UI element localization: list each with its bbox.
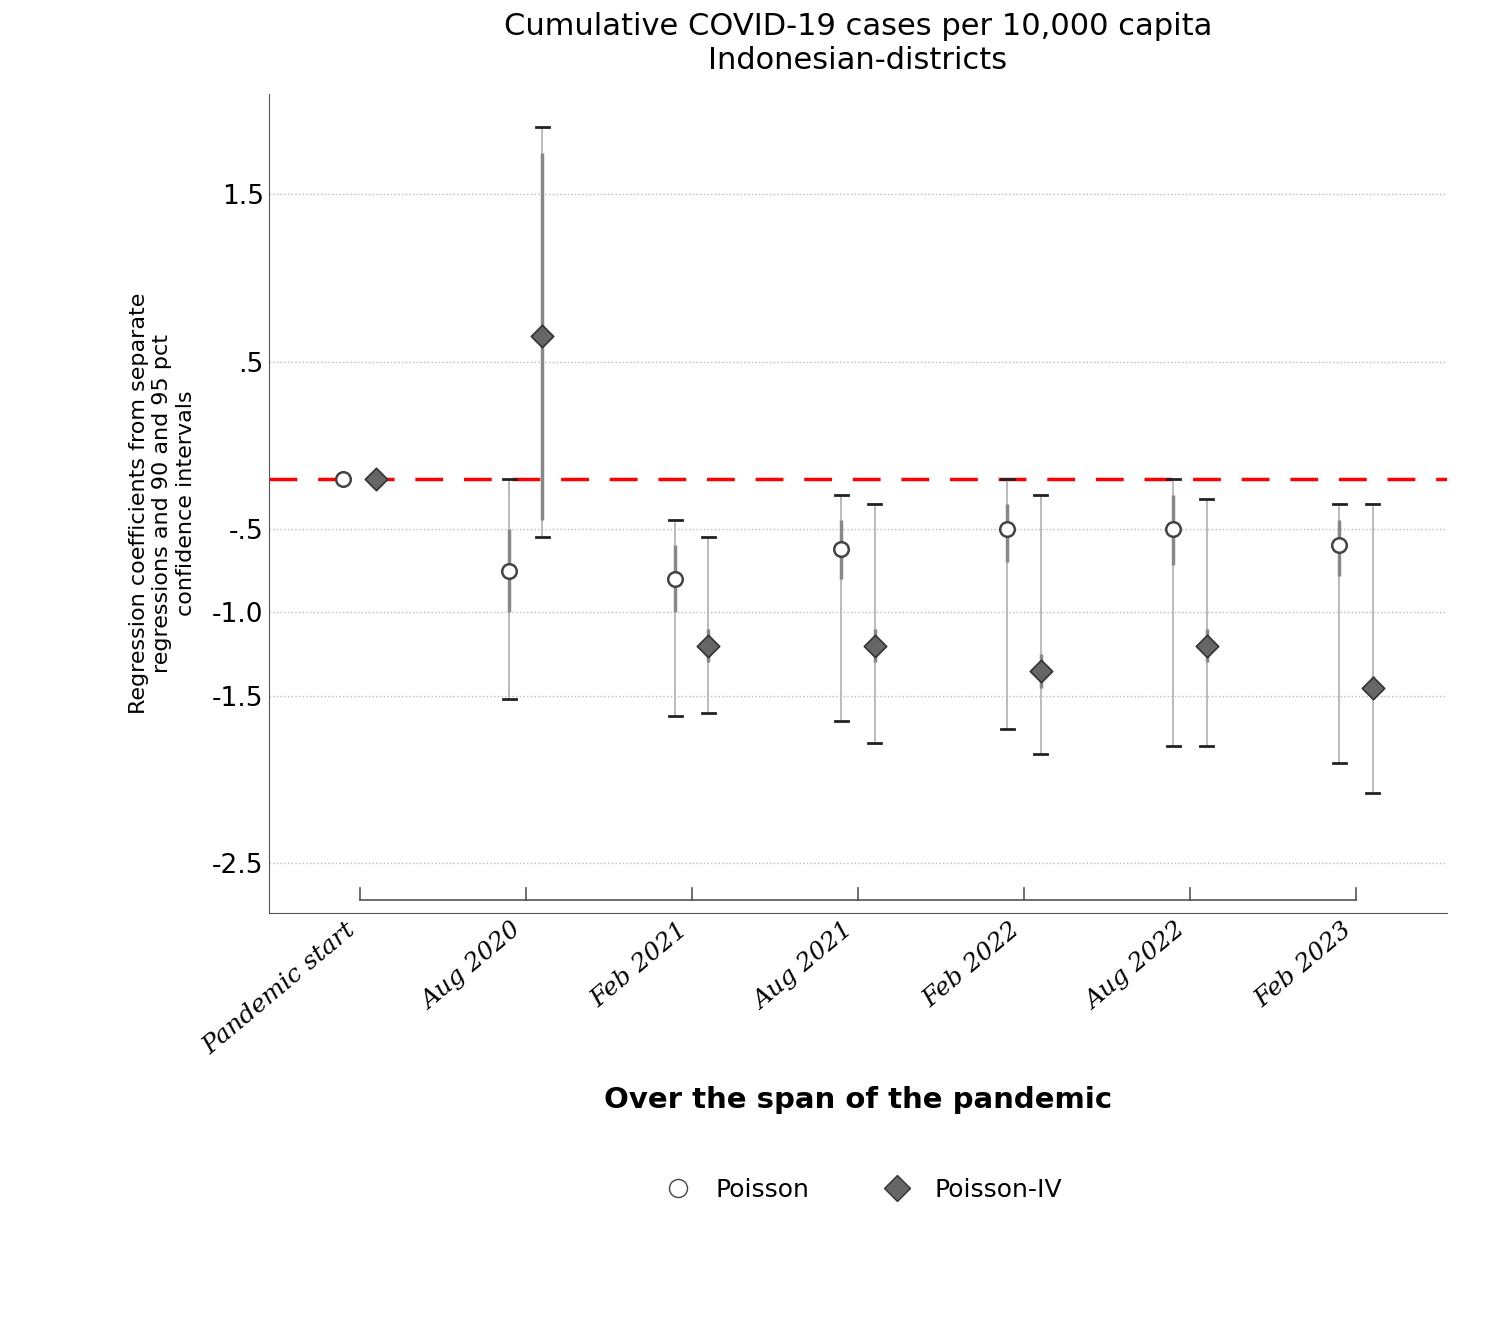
Point	[497, 560, 521, 582]
Point	[1161, 518, 1185, 540]
Point	[531, 326, 555, 348]
Point	[830, 539, 853, 560]
Point	[664, 568, 688, 590]
Legend: Poisson, Poisson-IV: Poisson, Poisson-IV	[643, 1168, 1073, 1211]
Point	[1195, 635, 1219, 657]
Point	[1361, 677, 1385, 698]
Point	[1328, 535, 1352, 556]
Point	[331, 467, 355, 489]
X-axis label: Over the span of the pandemic: Over the span of the pandemic	[604, 1086, 1112, 1115]
Title: Cumulative COVID-19 cases per 10,000 capita
Indonesian-districts: Cumulative COVID-19 cases per 10,000 cap…	[504, 12, 1212, 75]
Point	[862, 635, 886, 657]
Point	[995, 518, 1019, 540]
Point	[1028, 659, 1052, 681]
Point	[697, 635, 721, 657]
Y-axis label: Regression coefficients from separate
regressions and 90 and 95 pct
confidence i: Regression coefficients from separate re…	[130, 293, 195, 714]
Point	[364, 467, 388, 489]
